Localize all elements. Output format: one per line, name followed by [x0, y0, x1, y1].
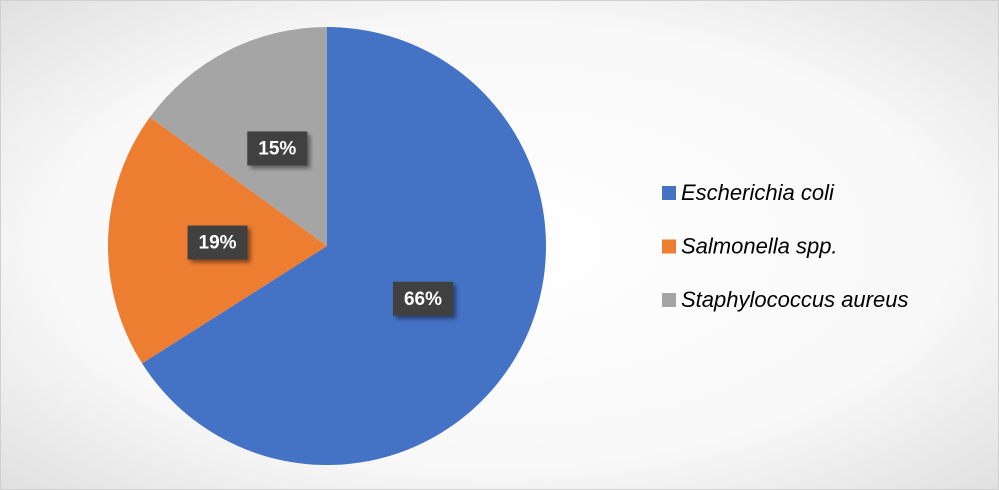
data-labels: 66% 19% 15%: [187, 131, 453, 316]
data-label-box: [187, 225, 248, 260]
legend-swatch: [662, 186, 676, 200]
legend-label: Staphylococcus aureus: [681, 287, 908, 312]
legend-label: Salmonella spp.: [681, 233, 838, 258]
pie-slice: [149, 27, 327, 246]
pie-slice: [142, 27, 547, 466]
legend-swatch: [662, 239, 676, 254]
data-label-box: [247, 131, 308, 166]
data-label-box: [392, 281, 453, 316]
legend-label: Escherichia coli: [681, 180, 835, 205]
legend-swatch: [662, 293, 676, 307]
pie: [108, 27, 547, 466]
data-label: 19%: [199, 233, 237, 254]
data-label: 66%: [404, 289, 442, 310]
data-label: 15%: [258, 138, 296, 159]
legend: Escherichia coli Salmonella spp. Staphyloc…: [662, 180, 908, 312]
